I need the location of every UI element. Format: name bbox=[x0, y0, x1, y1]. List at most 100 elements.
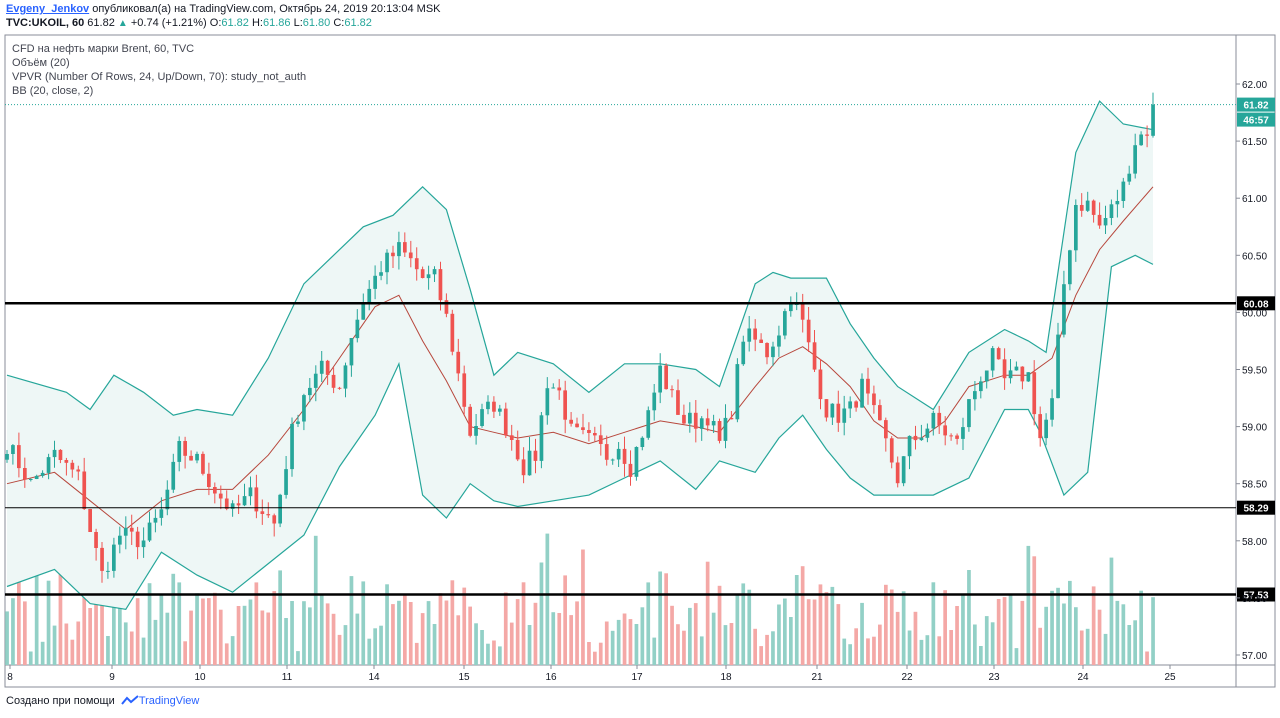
candle-body bbox=[408, 252, 413, 259]
candle-body bbox=[598, 435, 603, 444]
candle-body bbox=[943, 425, 947, 436]
candle-body bbox=[1038, 414, 1042, 439]
candle-body bbox=[503, 408, 508, 436]
volume-bar bbox=[260, 610, 265, 665]
price-tick-label: 58.00 bbox=[1242, 537, 1267, 548]
volume-bar bbox=[587, 642, 591, 665]
volume-bar bbox=[165, 612, 170, 665]
volume-bar bbox=[450, 580, 455, 665]
volume-bar bbox=[278, 570, 282, 665]
volume-bar bbox=[806, 599, 811, 665]
candle-body bbox=[201, 453, 205, 474]
candle-body bbox=[331, 374, 336, 388]
last-price-value: 61.82 bbox=[87, 17, 115, 29]
volume-bar bbox=[1014, 648, 1019, 665]
volume-bar bbox=[23, 601, 27, 665]
candle-body bbox=[551, 387, 556, 389]
volume-bar bbox=[836, 604, 841, 665]
volume-bar bbox=[403, 594, 407, 665]
candle-body bbox=[806, 319, 811, 343]
candle-body bbox=[783, 311, 787, 336]
candle-body bbox=[907, 435, 912, 457]
candle-body bbox=[355, 319, 360, 339]
volume-bar bbox=[967, 570, 971, 665]
price-tick-label: 61.50 bbox=[1242, 137, 1267, 148]
candle-body bbox=[688, 412, 692, 424]
volume-bar bbox=[925, 635, 930, 665]
candle-body bbox=[949, 435, 953, 437]
candle-body bbox=[379, 272, 383, 276]
level-tag bbox=[1237, 587, 1275, 602]
volume-bar bbox=[254, 582, 259, 665]
candle-body bbox=[195, 453, 199, 461]
volume-bar bbox=[860, 602, 864, 665]
candle-body bbox=[967, 399, 971, 428]
candle-body bbox=[996, 348, 1001, 360]
price-tick-label: 61.00 bbox=[1242, 194, 1267, 205]
volume-bar bbox=[848, 644, 852, 665]
volume-bar bbox=[533, 602, 538, 665]
volume-bar bbox=[753, 628, 757, 665]
volume-bar bbox=[961, 593, 965, 665]
candle-body bbox=[414, 258, 419, 270]
candle-body bbox=[313, 373, 318, 388]
volume-bar bbox=[610, 630, 615, 665]
candle-body bbox=[248, 487, 253, 497]
candle-body bbox=[895, 462, 900, 484]
time-tick-label: 11 bbox=[282, 672, 293, 683]
candle-body bbox=[759, 339, 763, 343]
candle-body bbox=[343, 365, 348, 389]
candle-body bbox=[159, 509, 164, 518]
candle-body bbox=[165, 489, 170, 510]
candle-body bbox=[171, 461, 176, 490]
time-tick-label: 18 bbox=[720, 672, 732, 683]
volume-bar bbox=[34, 557, 39, 665]
volume-bar bbox=[783, 598, 787, 665]
volume-bar bbox=[141, 637, 146, 665]
volume-bar bbox=[486, 643, 490, 665]
volume-bar bbox=[284, 618, 288, 665]
candle-body bbox=[575, 423, 579, 428]
candle-body bbox=[961, 427, 965, 439]
candle-body bbox=[622, 448, 627, 464]
candle-body bbox=[272, 515, 277, 524]
candle-body bbox=[218, 493, 223, 499]
candle-body bbox=[385, 252, 389, 273]
volume-bar bbox=[177, 582, 182, 665]
candle-body bbox=[28, 479, 33, 480]
candle-body bbox=[52, 449, 57, 458]
candle-body bbox=[777, 335, 781, 347]
volume-bar bbox=[884, 584, 888, 665]
volume-bar bbox=[640, 607, 645, 665]
volume-bar bbox=[741, 583, 746, 665]
candle-body bbox=[652, 392, 657, 411]
low-value: 61.80 bbox=[302, 17, 331, 29]
candle-body bbox=[242, 496, 247, 506]
candle-body bbox=[509, 435, 514, 440]
volume-bar bbox=[747, 589, 752, 665]
volume-bar bbox=[527, 625, 532, 665]
candle-body bbox=[94, 532, 98, 548]
volume-bar bbox=[812, 599, 817, 665]
candle-body bbox=[818, 369, 823, 400]
volume-bar bbox=[337, 634, 342, 665]
open-label: O: bbox=[209, 17, 222, 29]
candle-body bbox=[705, 418, 710, 426]
volume-bar bbox=[70, 639, 75, 665]
bollinger-lower-band bbox=[6, 254, 1154, 610]
volume-bar bbox=[331, 613, 336, 665]
volume-bar bbox=[1074, 607, 1078, 665]
volume-bar bbox=[616, 619, 621, 665]
legend-symbol-title: CFD на нефть марки Brent, 60, TVC bbox=[12, 43, 195, 55]
footer-brand[interactable]: TradingView bbox=[138, 695, 200, 707]
candle-body bbox=[492, 401, 496, 412]
volume-bar bbox=[652, 637, 657, 665]
candle-body bbox=[753, 328, 757, 340]
author-link[interactable]: Evgeny_Jenkov bbox=[6, 3, 90, 15]
candle-body bbox=[848, 401, 852, 409]
volume-bar bbox=[94, 593, 98, 665]
volume-bar bbox=[1151, 597, 1155, 665]
candle-body bbox=[539, 415, 544, 461]
countdown-label: 46:57 bbox=[1243, 116, 1269, 127]
